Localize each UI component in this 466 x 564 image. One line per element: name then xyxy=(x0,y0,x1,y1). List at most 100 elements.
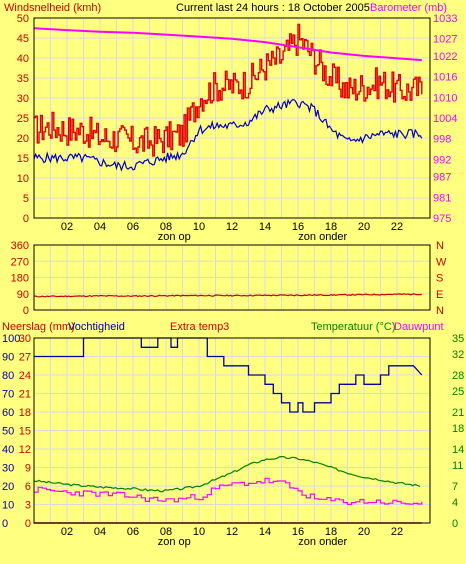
direction-y-tick: 0 xyxy=(23,305,29,317)
temperature-title: Temperatuur (°C) xyxy=(311,321,395,333)
panel3-x-tick: 18 xyxy=(325,526,337,538)
humidity-y-tick: 20 xyxy=(2,481,14,493)
dewpoint-line xyxy=(34,477,423,505)
humidity-y-tick: 0 xyxy=(2,518,8,530)
wind-y-tick: 35 xyxy=(17,73,29,85)
barometer-y-tick: 987 xyxy=(433,172,451,184)
panel3-annotation: zon op xyxy=(158,536,191,548)
rain-y-tick: 3 xyxy=(25,500,31,512)
temperature-y-tick: 14 xyxy=(452,444,464,456)
humidity-y-tick: 10 xyxy=(2,500,14,512)
dewpoint-title: Dauwpunt xyxy=(394,321,444,333)
wind-average-line xyxy=(33,98,423,172)
temperature-line xyxy=(33,455,421,493)
humidity-y-tick: 40 xyxy=(2,444,14,456)
wind-y-tick: 50 xyxy=(17,13,29,25)
panel3-x-tick: 20 xyxy=(358,526,370,538)
rain-title: Neerslag (mm) xyxy=(2,321,75,333)
temperature-y-tick: 7 xyxy=(452,481,458,493)
wind-y-tick: 25 xyxy=(17,113,29,125)
panel1-x-tick: 20 xyxy=(358,221,370,233)
panel1-x-tick: 08 xyxy=(160,221,172,233)
compass-label: S xyxy=(436,273,443,285)
extra-temp-title: Extra temp3 xyxy=(170,321,229,333)
panel1-x-tick: 14 xyxy=(259,221,271,233)
temperature-y-tick: 0 xyxy=(452,518,458,530)
wind-y-tick: 15 xyxy=(17,153,29,165)
wind-y-tick: 45 xyxy=(17,33,29,45)
rain-y-tick: 18 xyxy=(19,407,31,419)
humidity-y-tick: 70 xyxy=(2,389,14,401)
direction-y-tick: 360 xyxy=(11,240,29,252)
panel1-x-tick: 06 xyxy=(127,221,139,233)
rain-y-tick: 0 xyxy=(25,518,31,530)
barometer-y-tick: 1027 xyxy=(433,34,457,46)
temperature-y-tick: 32 xyxy=(452,349,464,361)
panel3-x-tick: 06 xyxy=(127,526,139,538)
panel1-frame xyxy=(33,17,431,219)
temperature-y-tick: 21 xyxy=(452,407,464,419)
rain-y-tick: 30 xyxy=(19,333,31,345)
panel3-x-tick: 08 xyxy=(160,526,172,538)
barometer-y-tick: 1016 xyxy=(433,72,457,84)
rain-y-tick: 27 xyxy=(19,352,31,364)
humidity-y-tick: 90 xyxy=(2,352,14,364)
panel1-x-tick: 18 xyxy=(325,221,337,233)
direction-y-tick: 90 xyxy=(17,289,29,301)
temperature-y-tick: 25 xyxy=(452,386,464,398)
rain-y-tick: 24 xyxy=(19,370,31,382)
rain-y-tick: 6 xyxy=(25,481,31,493)
barometer-line xyxy=(33,27,422,62)
humidity-y-tick: 80 xyxy=(2,370,14,382)
wind-y-tick: 30 xyxy=(17,93,29,105)
rain-y-tick: 9 xyxy=(25,463,31,475)
rain-y-tick: 12 xyxy=(19,444,31,456)
panel1-annotation: zon op xyxy=(158,231,191,243)
temperature-y-tick: 28 xyxy=(452,370,464,382)
grid-layer xyxy=(34,18,430,523)
humidity-y-tick: 30 xyxy=(2,463,14,475)
panel1-x-tick: 02 xyxy=(61,221,73,233)
wind-y-tick: 5 xyxy=(23,193,29,205)
label-layer: 0510152025303540455097598198799299810041… xyxy=(2,13,464,548)
barometer-title: Barometer (mb) xyxy=(370,2,447,14)
barometer-y-tick: 1022 xyxy=(433,51,457,63)
wind-gust-line xyxy=(34,23,423,157)
panel2-frame xyxy=(33,244,431,311)
barometer-y-tick: 998 xyxy=(433,134,451,146)
barometer-y-tick: 1010 xyxy=(433,92,457,104)
compass-label: W xyxy=(436,256,447,268)
temperature-y-tick: 4 xyxy=(452,497,458,509)
temperature-y-tick: 18 xyxy=(452,423,464,435)
panel3-x-tick: 12 xyxy=(226,526,238,538)
compass-label: E xyxy=(436,289,443,301)
panel3-x-tick: 04 xyxy=(94,526,106,538)
panel3-annotation: zon onder xyxy=(298,536,347,548)
rain-y-tick: 15 xyxy=(19,426,31,438)
barometer-y-tick: 992 xyxy=(433,154,451,166)
panel1-x-tick: 12 xyxy=(226,221,238,233)
panel3-x-tick: 10 xyxy=(193,526,205,538)
direction-y-tick: 180 xyxy=(11,273,29,285)
wind-y-tick: 40 xyxy=(17,53,29,65)
temperature-y-tick: 11 xyxy=(452,460,463,472)
panel3-x-tick: 14 xyxy=(259,526,271,538)
panel1-x-tick: 16 xyxy=(292,221,304,233)
barometer-y-tick: 975 xyxy=(433,213,451,225)
panel3-x-tick: 22 xyxy=(391,526,403,538)
rain-y-tick: 21 xyxy=(19,389,31,401)
humidity-y-tick: 50 xyxy=(2,426,14,438)
direction-y-tick: 270 xyxy=(11,256,29,268)
humidity-y-tick: 60 xyxy=(2,407,14,419)
humidity-title: Vochtigheid xyxy=(68,321,125,333)
wind-y-tick: 20 xyxy=(17,133,29,145)
panel1-x-tick: 04 xyxy=(94,221,106,233)
wind-speed-title: Windsnelheid (kmh) xyxy=(4,2,101,14)
wind-y-tick: 0 xyxy=(23,213,29,225)
wind-y-tick: 10 xyxy=(17,173,29,185)
frame-layer xyxy=(33,17,431,524)
panel1-annotation: zon onder xyxy=(298,231,347,243)
panel3-frame xyxy=(33,337,431,524)
barometer-y-tick: 1033 xyxy=(433,13,457,25)
